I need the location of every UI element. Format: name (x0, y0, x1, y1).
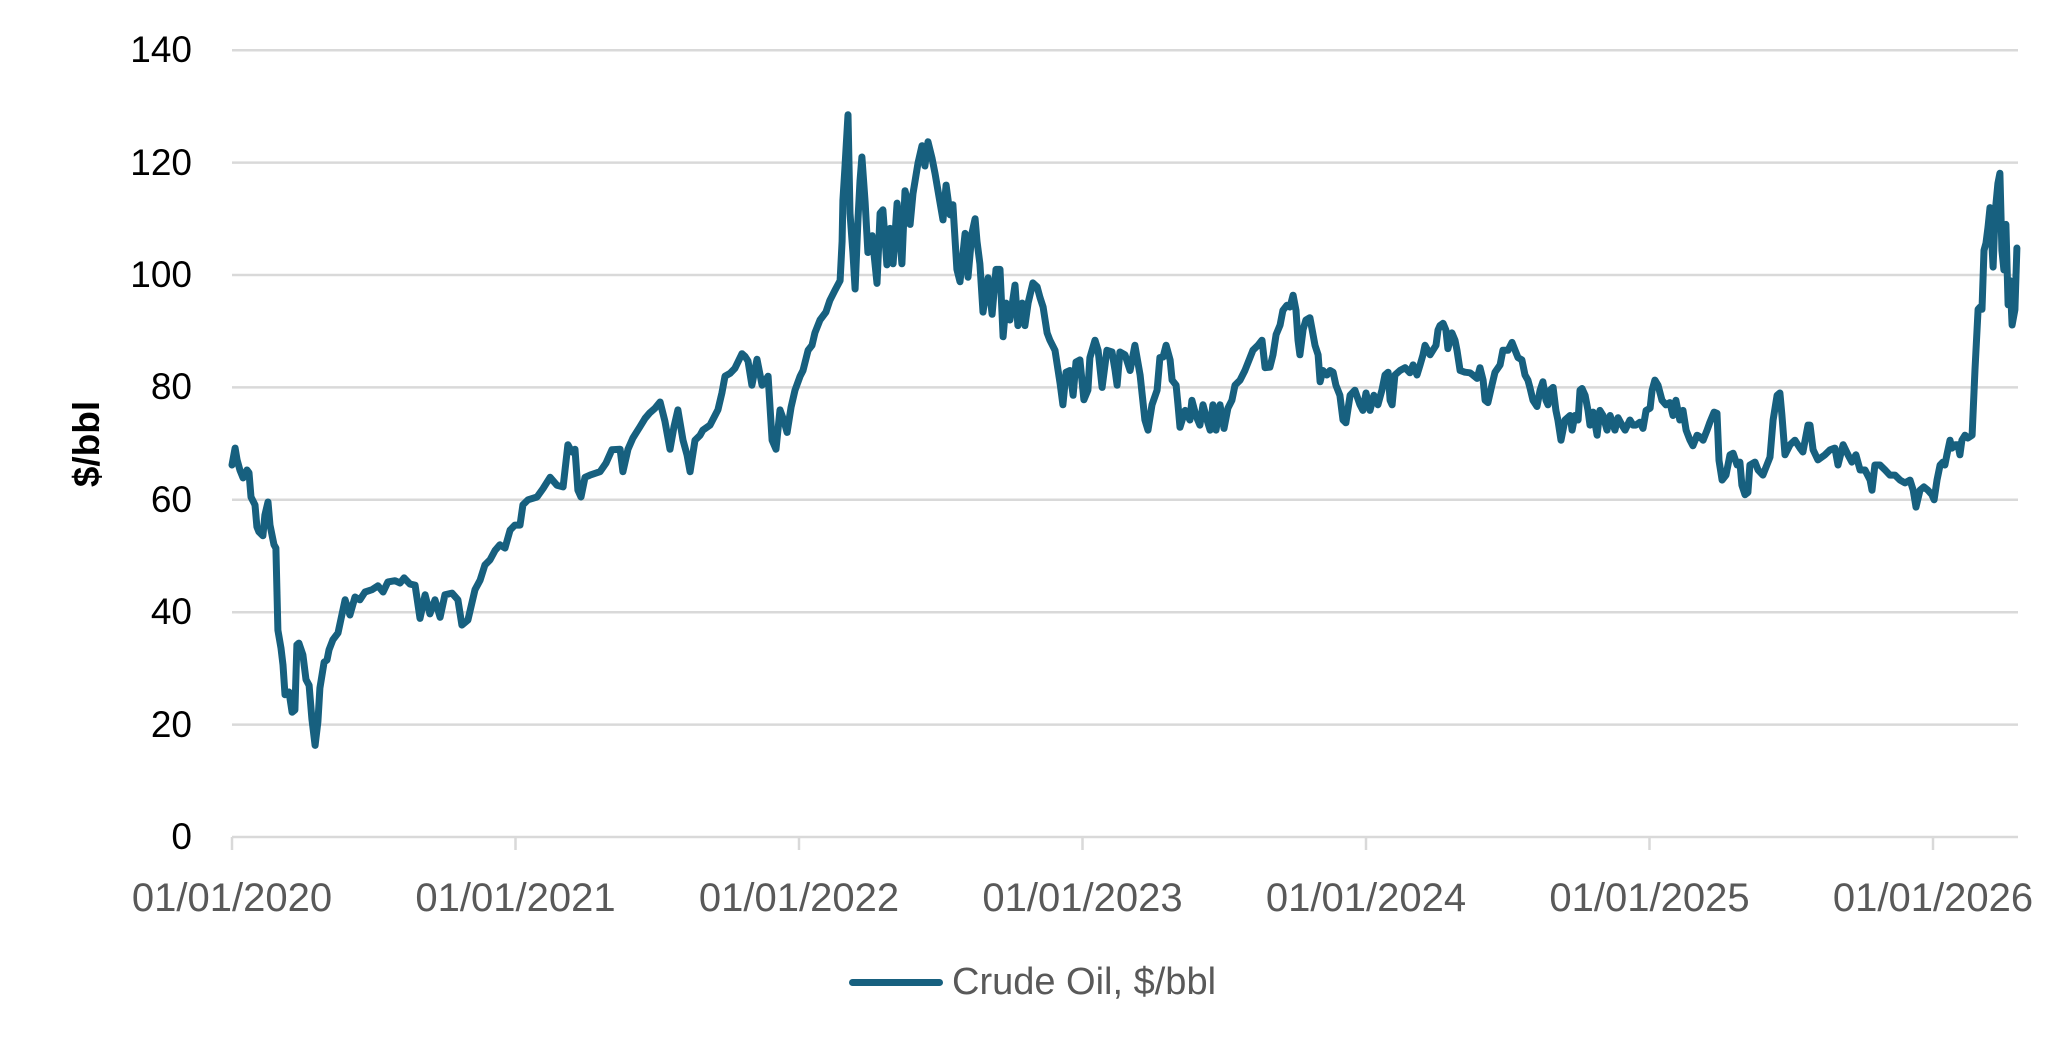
x-tick-label: 01/01/2025 (1549, 876, 1750, 920)
x-tick-label: 01/01/2020 (131, 876, 333, 920)
x-tick-label: 01/01/2021 (415, 876, 616, 920)
x-tick-label: 01/01/2022 (698, 876, 900, 920)
legend-line-swatch-icon (849, 978, 943, 986)
y-gridlines (232, 48, 2018, 839)
x-tick-label: 01/01/2026 (1832, 876, 2034, 920)
y-tick-label: 140 (130, 29, 192, 71)
x-tick-label: 01/01/2024 (1265, 876, 1467, 920)
legend: Crude Oil, $/bbl (849, 960, 1217, 1003)
crude-oil-series-line (228, 111, 2021, 749)
x-tick-label: 01/01/2023 (982, 876, 1183, 920)
y-tick-label: 120 (130, 141, 192, 183)
y-axis-title: $/bbl (66, 400, 107, 488)
y-tick-label: 100 (130, 254, 192, 295)
y-tick-label: 80 (150, 366, 192, 408)
legend-label-crude-oil: Crude Oil, $/bbl (952, 960, 1217, 1003)
y-tick-label: 20 (150, 703, 192, 745)
y-tick-label: 0 (171, 816, 192, 857)
x-axis (230, 837, 1935, 850)
y-tick-label: 60 (150, 478, 192, 520)
y-tick-label: 40 (150, 591, 192, 633)
